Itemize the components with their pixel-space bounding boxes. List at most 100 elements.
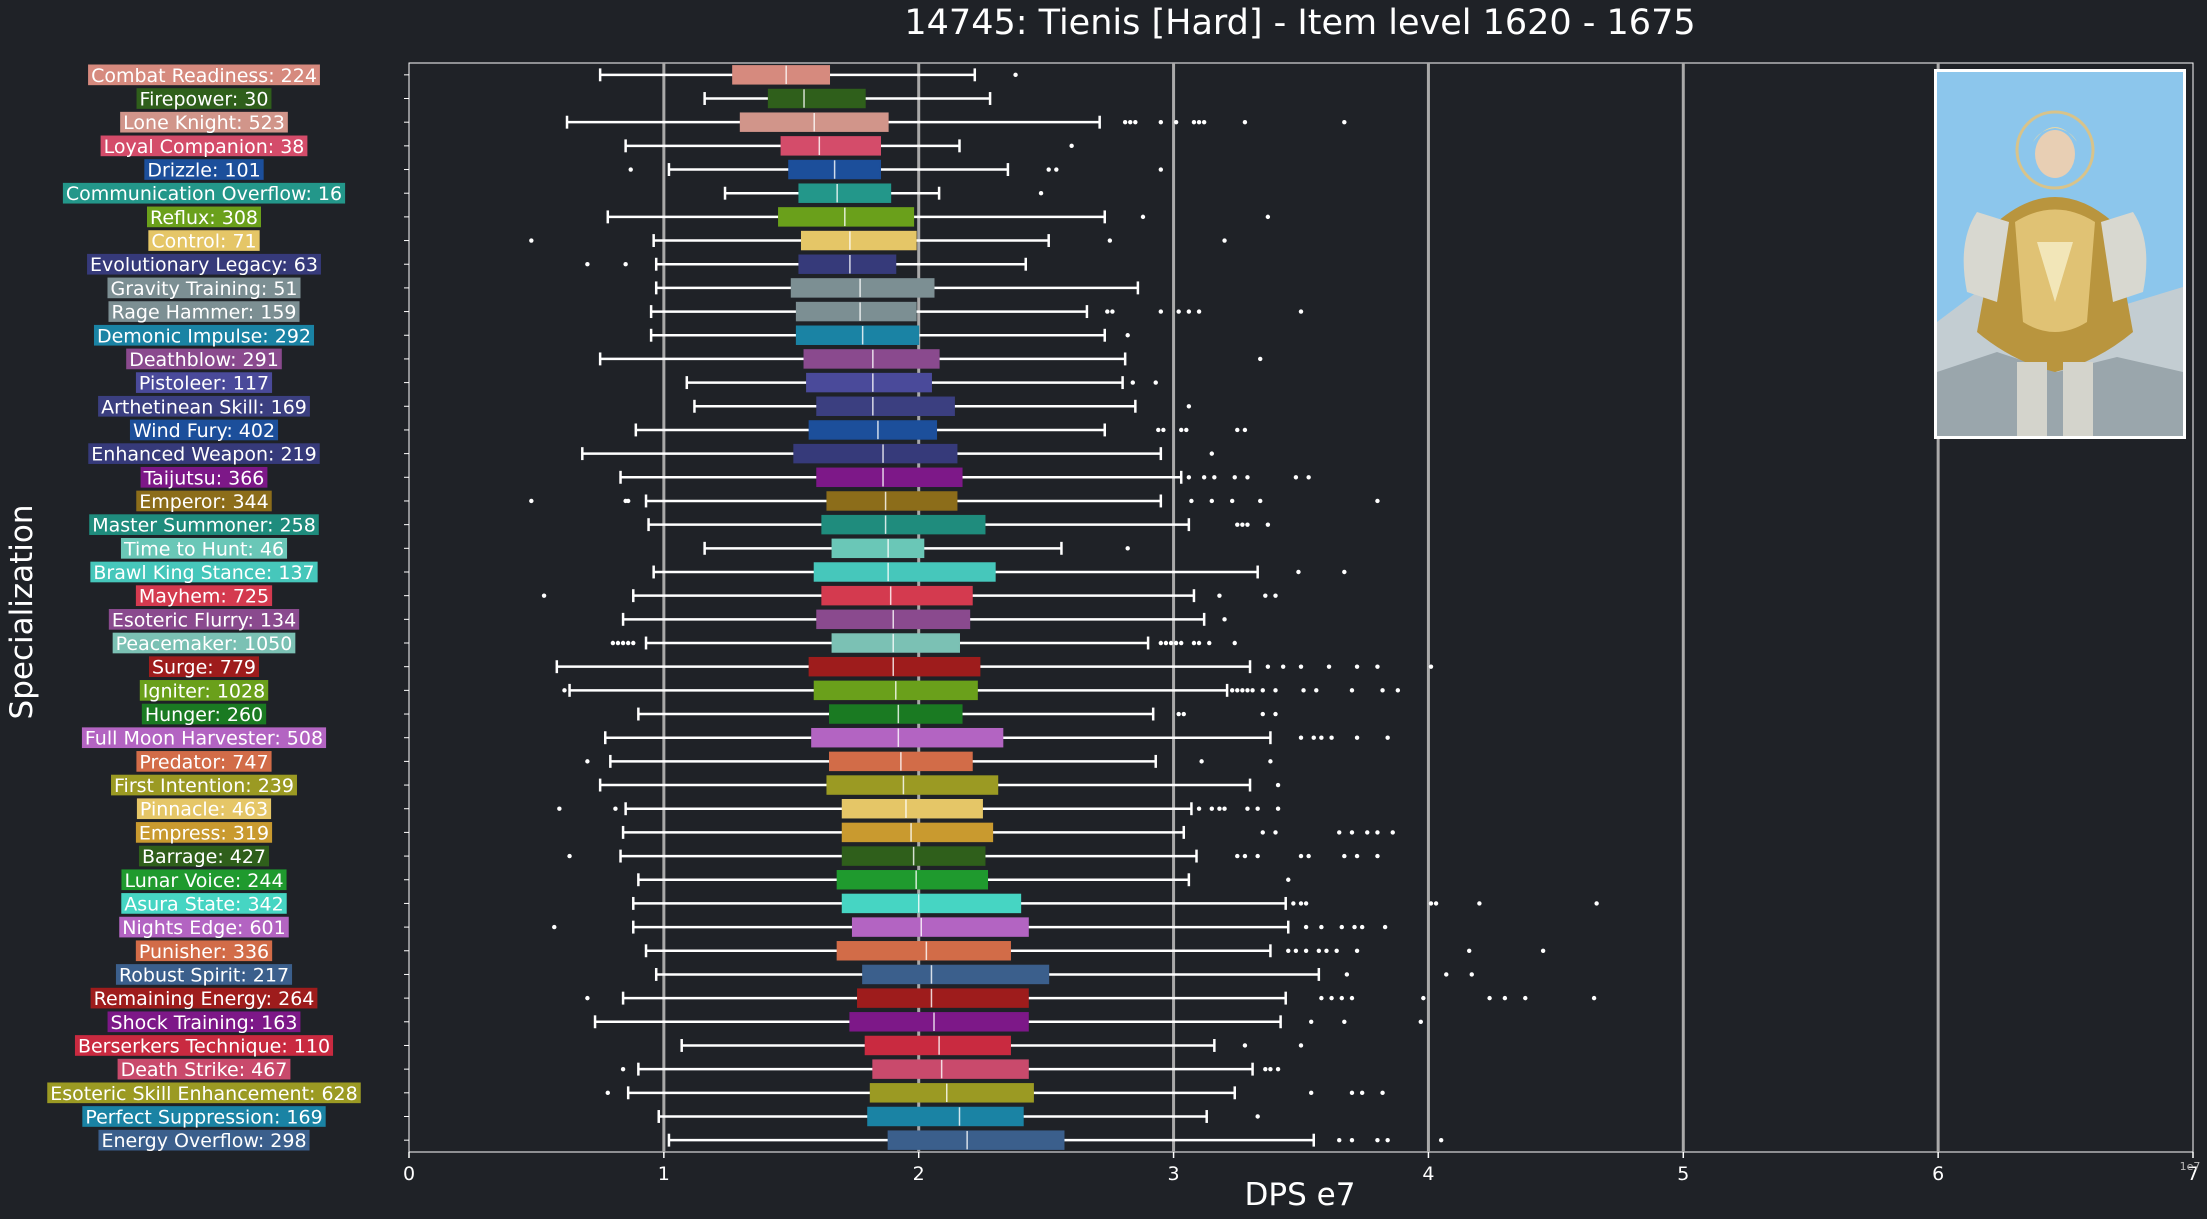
outlier-point <box>1275 1066 1281 1072</box>
iqr-box <box>816 396 955 417</box>
outlier-point <box>1054 167 1059 172</box>
outlier-point <box>1319 924 1324 930</box>
outlier-point <box>585 759 590 764</box>
outlier-point <box>567 853 572 859</box>
category-label: Enhanced Weapon: 219 <box>91 444 316 466</box>
category-label: Taijutsu: 366 <box>143 467 265 489</box>
box-group <box>647 514 1271 535</box>
outlier-point <box>1342 569 1347 575</box>
outlier-point <box>1260 688 1265 693</box>
iqr-box <box>867 1106 1024 1127</box>
iqr-box <box>849 1012 1029 1032</box>
outlier-point <box>1069 143 1074 149</box>
outlier-point <box>1523 995 1528 1001</box>
category-label: Loyal Companion: 38 <box>104 136 305 158</box>
category-label: Reflux: 308 <box>150 207 258 229</box>
outlier-point <box>1153 380 1158 385</box>
iqr-box <box>864 1035 1011 1056</box>
category-label-background <box>135 940 273 962</box>
x-axis-multiplier: 1e7 <box>2180 1160 2201 1173</box>
outlier-point <box>562 688 567 693</box>
outlier-point <box>1258 356 1263 362</box>
category-label-background <box>88 443 320 464</box>
outlier-point <box>1265 214 1271 220</box>
outlier-point <box>1268 759 1273 764</box>
outlier-point <box>1275 782 1281 788</box>
outlier-point <box>1303 948 1309 953</box>
outlier-point <box>1385 1137 1390 1143</box>
outlier-point <box>1298 1043 1304 1048</box>
outlier-point <box>1418 1019 1423 1024</box>
category-label: Communication Overflow: 16 <box>66 183 342 205</box>
box-group <box>654 964 1474 985</box>
iqr-box <box>872 1059 1029 1079</box>
outlier-point <box>1158 167 1164 172</box>
category-label-background <box>144 159 264 180</box>
outlier-point <box>1128 119 1133 125</box>
category-label: First Intention: 239 <box>114 775 294 797</box>
outlier-point <box>1502 995 1508 1001</box>
outlier-point <box>529 498 534 504</box>
box-group <box>598 349 1263 369</box>
category-label-background <box>129 419 279 441</box>
outlier-point <box>1273 688 1278 693</box>
outlier-point <box>1314 688 1319 693</box>
category-label: Demonic Impulse: 292 <box>97 325 311 347</box>
box-group <box>529 491 1380 511</box>
outlier-point <box>1329 735 1334 740</box>
outlier-point <box>1273 711 1278 717</box>
outlier-point <box>1168 640 1174 646</box>
x-tick-label: 7 <box>2187 1163 2199 1185</box>
outlier-point <box>1163 640 1169 646</box>
x-tick-label: 6 <box>1932 1163 1944 1185</box>
outlier-point <box>1286 948 1291 953</box>
category-label-background <box>141 703 267 725</box>
outlier-point <box>1428 664 1434 669</box>
iqr-box <box>800 230 917 251</box>
iqr-box <box>816 467 963 488</box>
iqr-box <box>808 656 981 677</box>
outlier-point <box>1298 901 1304 906</box>
outlier-point <box>1298 735 1304 740</box>
x-tick-label: 0 <box>403 1163 415 1185</box>
chart-title: 14745: Tienis [Hard] - Item level 1620 -… <box>904 3 1695 43</box>
box-group <box>620 1059 1281 1079</box>
outlier-point <box>1308 1019 1314 1024</box>
category-label-background <box>136 490 272 512</box>
box-group <box>529 230 1227 251</box>
iqr-box <box>841 822 994 843</box>
outlier-point <box>1375 1137 1380 1143</box>
category-label: Drizzle: 101 <box>147 160 260 182</box>
outlier-point <box>1306 475 1311 480</box>
box-group <box>603 727 1390 748</box>
category-label-background <box>138 845 270 867</box>
outlier-point <box>1342 1019 1347 1024</box>
box-group <box>649 325 1130 345</box>
outlier-point <box>1273 593 1278 598</box>
outlier-point <box>1235 427 1240 433</box>
iqr-box <box>869 1083 1034 1103</box>
outlier-point <box>1263 593 1268 598</box>
outlier-point <box>620 1066 626 1072</box>
outlier-point <box>1209 498 1215 504</box>
outlier-point <box>1222 238 1227 243</box>
box-group <box>581 443 1215 464</box>
outlier-point <box>1339 995 1344 1001</box>
x-tick-label: 4 <box>1422 1163 1434 1185</box>
iqr-box <box>767 88 866 109</box>
outlier-point <box>1594 901 1599 906</box>
outlier-point <box>1365 830 1370 835</box>
iqr-box <box>857 988 1029 1008</box>
outlier-point <box>1217 806 1222 811</box>
category-label-background <box>112 632 296 654</box>
outlier-point <box>1349 995 1355 1001</box>
category-label: Hunger: 260 <box>145 704 263 726</box>
outlier-point <box>1235 853 1240 859</box>
outlier-point <box>1301 688 1306 693</box>
category-label: Asura State: 342 <box>124 893 283 915</box>
outlier-point <box>610 640 616 646</box>
iqr-box <box>798 254 897 274</box>
outlier-point <box>1245 806 1250 811</box>
outlier-point <box>1263 1066 1268 1072</box>
